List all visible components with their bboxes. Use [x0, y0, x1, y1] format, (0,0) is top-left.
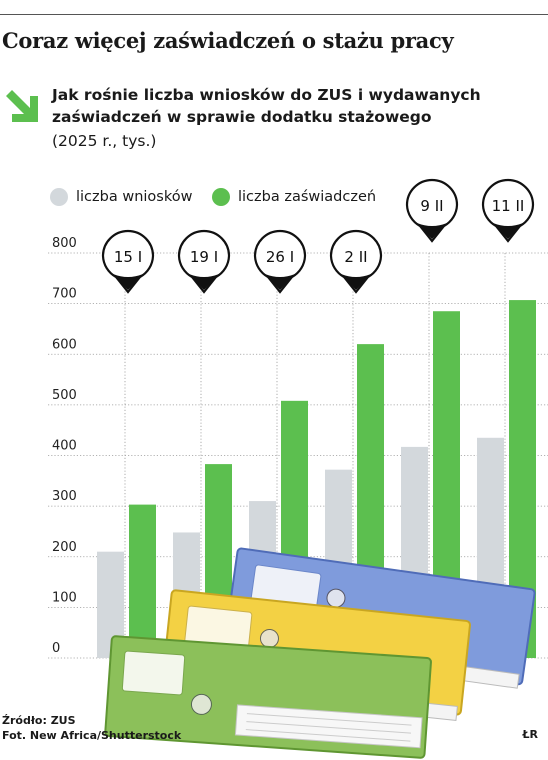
date-pin-icon: 26 I [253, 229, 307, 294]
chart-subtitle: Jak rośnie liczba wniosków do ZUS i wyda… [52, 86, 481, 126]
pin-tip [265, 274, 295, 290]
folders-photo [104, 547, 536, 759]
pin-outline [177, 229, 231, 294]
headline: Coraz więcej zaświadczeń o stażu pracy [2, 28, 454, 53]
pin-outline [253, 229, 307, 294]
y-tick-label: 500 [52, 388, 77, 403]
pin-tip [493, 223, 523, 239]
category-label: 2 II [344, 248, 367, 266]
pin-tip [113, 274, 143, 290]
category-label: 26 I [266, 248, 294, 266]
legend-label-applications: liczba wniosków [76, 189, 193, 205]
pin-outline [405, 178, 459, 243]
pin-outline [481, 178, 535, 243]
y-tick-label: 200 [52, 540, 77, 555]
category-label: 11 II [492, 197, 525, 215]
category-label: 9 II [420, 197, 443, 215]
legend-swatch-applications [50, 188, 68, 206]
bar-certificates [129, 504, 156, 658]
legend-swatch-certificates [212, 188, 230, 206]
category-label: 19 I [190, 248, 218, 266]
pin-outline [101, 229, 155, 294]
legend-label-certificates: liczba zaświadczeń [238, 189, 377, 205]
source-note: Źródło: ZUS Fot. New Africa/Shutterstock [2, 713, 181, 743]
source-label: Źródło: ZUS [2, 714, 76, 727]
pin-tip [417, 223, 447, 239]
arrow-down-right-icon [6, 90, 38, 122]
date-pin-icon: 2 II [329, 229, 383, 294]
unit-note: (2025 r., tys.) [52, 132, 157, 150]
y-tick-label: 100 [52, 590, 77, 605]
date-pin-icon: 15 I [101, 229, 155, 294]
pin-outline [329, 229, 383, 294]
y-tick-label: 800 [52, 236, 77, 251]
category-label: 15 I [114, 248, 142, 266]
date-pin-icon: 9 II [405, 178, 459, 243]
y-tick-label: 0 [52, 641, 60, 656]
date-pin-icon: 11 II [481, 178, 535, 243]
y-tick-label: 700 [52, 287, 77, 302]
pin-tip [189, 274, 219, 290]
y-tick-label: 600 [52, 337, 77, 352]
photo-credit: Fot. New Africa/Shutterstock [2, 729, 182, 742]
author-initials: ŁR [522, 728, 538, 741]
pin-tip [341, 274, 371, 290]
y-tick-label: 400 [52, 439, 77, 454]
top-rule [0, 14, 548, 15]
date-pin-icon: 19 I [177, 229, 231, 294]
y-tick-label: 300 [52, 489, 77, 504]
